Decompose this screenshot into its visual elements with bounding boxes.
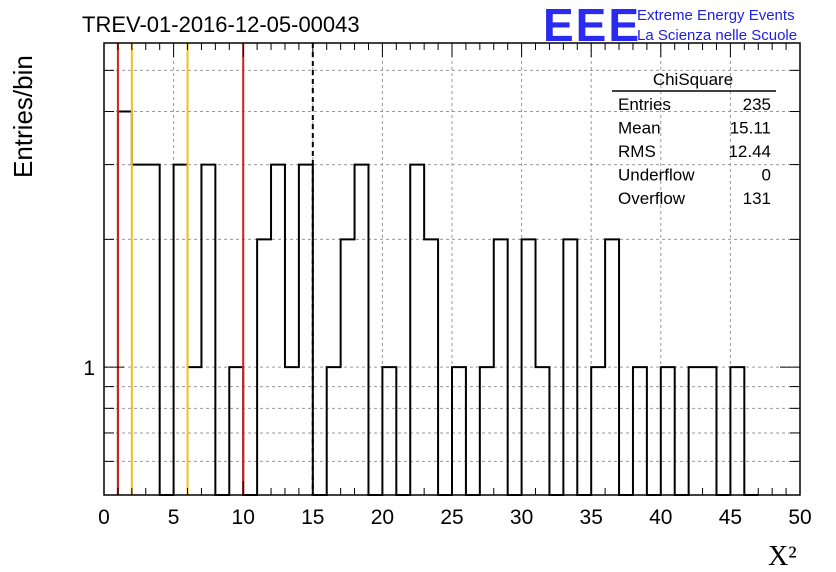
x-tick-label: 40 (649, 506, 672, 529)
stats-row-label: RMS (618, 142, 656, 161)
x-tick-label: 50 (788, 506, 811, 529)
x-tick-label: 25 (440, 506, 463, 529)
histogram-bin (188, 367, 202, 495)
histogram-bin (522, 239, 536, 495)
histogram-bin (257, 239, 271, 495)
histogram-bin (536, 367, 550, 495)
eee-logo: EEE Extreme Energy Events La Scienza nel… (543, 0, 797, 51)
histogram-bin (563, 239, 577, 495)
marker-lines (116, 43, 314, 495)
stats-row-value: 12.44 (728, 142, 771, 161)
histogram-bin (605, 239, 619, 495)
y-tick-label: 1 (83, 357, 95, 380)
histogram-bin (327, 367, 341, 495)
chart-title: TREV-01-2016-12-05-00043 (82, 12, 360, 37)
stats-row-label: Overflow (618, 189, 686, 208)
axis-ticks (103, 43, 801, 495)
stats-box: ChiSquare Entries 235 Mean 15.11 RMS 12.44 Und… (612, 70, 776, 208)
stats-rows: Entries 235 Mean 15.11 RMS 12.44 Underflow 0 Ove… (618, 95, 771, 208)
histogram-bin (424, 239, 438, 495)
x-tick-label: 30 (510, 506, 533, 529)
histogram-bin (494, 239, 508, 495)
logo-line-2: La Scienza nelle Scuole (637, 27, 797, 44)
stats-row-value: 131 (743, 189, 771, 208)
x-axis-label: X² (768, 541, 797, 572)
x-tick-label: 10 (232, 506, 255, 529)
histogram-bin (355, 165, 369, 495)
x-tick-label: 35 (580, 506, 603, 529)
x-tick-label: 15 (301, 506, 324, 529)
histogram-bin (591, 367, 605, 495)
histogram-bin (271, 165, 285, 495)
histogram-bin (480, 367, 494, 495)
x-tick-label: 20 (371, 506, 394, 529)
histogram-bin (730, 367, 744, 495)
stats-title: ChiSquare (653, 70, 733, 89)
tick-labels: 10 5 10 15 20 25 30 35 40 45 50 (83, 357, 811, 529)
x-tick-label: 5 (168, 506, 180, 529)
histogram-bin (382, 367, 396, 495)
x-tick-label: 45 (719, 506, 742, 529)
histogram-bin (229, 367, 243, 495)
stats-row-value: 235 (743, 95, 771, 114)
x-tick-label: 0 (98, 506, 110, 529)
histogram-bin (146, 165, 160, 495)
stats-row-label: Underflow (618, 166, 695, 185)
histogram-bin (299, 165, 313, 495)
stats-row-label: Mean (618, 119, 661, 138)
histogram-bin (661, 367, 675, 495)
histogram-bin (341, 239, 355, 495)
logo-line-1: Extreme Energy Events (637, 7, 795, 24)
y-axis-label: Entries/bin (8, 55, 38, 178)
histogram-bin (118, 112, 132, 495)
histogram-bin (703, 367, 717, 495)
histogram-bin (689, 367, 703, 495)
histogram-bin (633, 367, 647, 495)
histogram-bin (410, 165, 424, 495)
histogram-bin (201, 165, 215, 495)
stats-row-value: 15.11 (730, 119, 771, 138)
histogram-bin (174, 165, 188, 495)
stats-row-label: Entries (618, 95, 671, 114)
histogram-bin (132, 165, 146, 495)
histogram-bin (452, 367, 466, 495)
stats-row-value: 0 (762, 166, 771, 185)
histogram-bin (285, 367, 299, 495)
